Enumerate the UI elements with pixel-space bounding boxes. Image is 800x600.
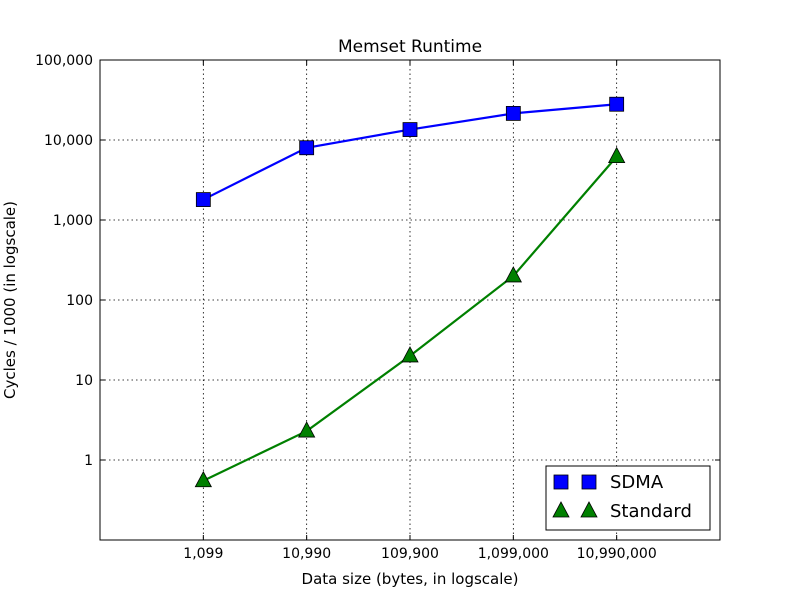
standard-marker (297, 421, 316, 438)
legend-sdma-marker (553, 474, 569, 490)
y-tick-label: 100 (66, 293, 93, 309)
x-axis-title: Data size (bytes, in logscale) (302, 570, 519, 588)
legend-standard-marker (552, 501, 570, 518)
legend-standard-marker (580, 501, 598, 518)
x-tick-label: 10,990 (282, 546, 331, 562)
grid (100, 60, 720, 540)
tick-labels: 1,099 10,990 109,900 1,099,000 10,990,000 1 10… (35, 53, 657, 562)
y-tick-label: 100,000 (35, 53, 93, 69)
standard-marker (608, 146, 626, 164)
sdma-marker (609, 96, 625, 112)
chart-title: Memset Runtime (338, 37, 482, 57)
y-axis-title: Cycles / 1000 (in logscale) (1, 201, 19, 399)
series-standard (194, 146, 626, 488)
x-tick-label: 109,900 (381, 546, 439, 562)
sdma-marker (195, 192, 211, 207)
legend-item-sdma: SDMA (553, 472, 664, 493)
series-layer (194, 96, 626, 488)
ticks (100, 59, 720, 540)
standard-marker (194, 470, 212, 488)
sdma-marker (402, 122, 418, 137)
legend-standard-label: Standard (610, 501, 692, 522)
standard-marker (504, 266, 522, 283)
y-tick-label: 1,000 (53, 213, 93, 229)
y-tick-label: 10,000 (44, 133, 93, 149)
standard-marker (401, 346, 419, 363)
sdma-marker (299, 140, 315, 156)
sdma-marker (505, 106, 521, 121)
legend-sdma-marker (581, 474, 597, 490)
legend: SDMA Standard (545, 465, 711, 531)
y-tick-label: 10 (75, 373, 93, 389)
y-tick-label: 1 (84, 453, 93, 469)
x-tick-label: 10,990,000 (577, 546, 657, 562)
legend-sdma-label: SDMA (610, 472, 664, 493)
x-tick-label: 1,099,000 (478, 546, 549, 562)
x-tick-label: 1,099 (183, 546, 223, 562)
series-sdma (195, 96, 625, 207)
legend-item-standard: Standard (552, 501, 692, 522)
legend-box (545, 465, 711, 531)
